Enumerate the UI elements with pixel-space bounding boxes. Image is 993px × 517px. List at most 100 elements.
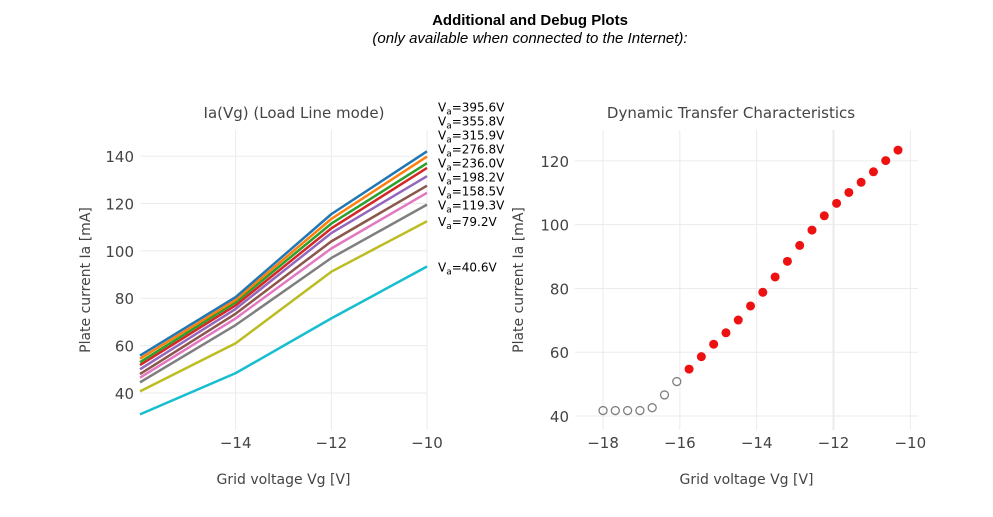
y-tick-label: 80 bbox=[550, 280, 569, 298]
label-prefix: V bbox=[438, 115, 447, 129]
series-label: Va=158.5V bbox=[438, 185, 505, 202]
data-point bbox=[807, 225, 817, 235]
label-prefix: V bbox=[438, 157, 447, 171]
label-subscript: a bbox=[446, 178, 452, 188]
y-tick-label: 80 bbox=[115, 290, 134, 308]
x-tick-label: −18 bbox=[587, 434, 619, 452]
x-tick-label: −14 bbox=[741, 434, 773, 452]
label-prefix: V bbox=[438, 101, 447, 115]
series-label: Va=395.6V bbox=[438, 101, 505, 118]
data-point bbox=[696, 352, 706, 362]
load-line-chart: Ia(Vg) (Load Line mode) 40 60 80 100 120 140 −1… bbox=[78, 101, 505, 488]
x-axis-label: Grid voltage Vg [V] bbox=[679, 472, 813, 488]
data-point bbox=[782, 256, 792, 266]
y-tick-label: 40 bbox=[115, 385, 134, 403]
series-label: Va=198.2V bbox=[438, 171, 505, 188]
series-line bbox=[139, 265, 428, 416]
data-point bbox=[893, 145, 903, 155]
series-label: Va=236.0V bbox=[438, 157, 505, 174]
label-subscript: a bbox=[446, 222, 452, 232]
data-point bbox=[684, 364, 694, 374]
x-tick-label: −16 bbox=[664, 434, 696, 452]
series-label: Va=119.3V bbox=[438, 199, 505, 216]
label-subscript: a bbox=[446, 108, 452, 118]
label-value: =355.8V bbox=[452, 115, 505, 129]
label-value: =198.2V bbox=[452, 171, 505, 185]
label-prefix: V bbox=[438, 185, 447, 199]
y-tick-label: 60 bbox=[550, 344, 569, 362]
label-prefix: V bbox=[438, 129, 447, 143]
label-prefix: V bbox=[438, 199, 447, 213]
label-subscript: a bbox=[446, 122, 452, 132]
data-point bbox=[746, 301, 756, 311]
data-point bbox=[733, 315, 743, 325]
section-subtitle: (only available when connected to the In… bbox=[372, 30, 688, 47]
y-tick-label: 120 bbox=[105, 195, 134, 213]
y-axis-label: Plate current Ia [mA] bbox=[78, 207, 94, 353]
label-subscript: a bbox=[446, 267, 452, 277]
label-value: =276.8V bbox=[452, 143, 505, 157]
x-tick-label: −12 bbox=[316, 434, 348, 452]
data-point bbox=[881, 156, 891, 166]
label-prefix: V bbox=[438, 215, 447, 229]
series-line bbox=[139, 155, 428, 360]
data-point bbox=[844, 187, 854, 197]
label-subscript: a bbox=[446, 150, 452, 160]
label-value: =119.3V bbox=[452, 199, 505, 213]
data-point bbox=[721, 328, 731, 338]
series-line bbox=[139, 150, 428, 357]
series-line bbox=[139, 203, 428, 384]
data-point bbox=[672, 376, 682, 387]
y-axis-label: Plate current Ia [mA] bbox=[511, 207, 527, 353]
data-point bbox=[868, 167, 878, 177]
data-point bbox=[795, 240, 805, 250]
x-axis-label: Grid voltage Vg [V] bbox=[216, 472, 350, 488]
chart-title: Ia(Vg) (Load Line mode) bbox=[204, 104, 385, 122]
data-point bbox=[832, 198, 842, 208]
series-label: Va=276.8V bbox=[438, 143, 505, 160]
y-tick-label: 120 bbox=[540, 153, 569, 171]
section-title: Additional and Debug Plots bbox=[432, 12, 628, 29]
data-point bbox=[598, 405, 608, 416]
y-tick-label: 100 bbox=[105, 243, 134, 261]
label-value: =158.5V bbox=[452, 185, 505, 199]
label-subscript: a bbox=[446, 136, 452, 146]
label-value: =79.2V bbox=[452, 215, 498, 229]
data-point bbox=[622, 405, 633, 416]
data-point bbox=[610, 405, 620, 416]
label-subscript: a bbox=[446, 206, 452, 216]
label-value: =395.6V bbox=[452, 101, 505, 115]
x-tick-label: −10 bbox=[411, 434, 443, 452]
data-point bbox=[647, 403, 657, 413]
series-line bbox=[139, 184, 428, 376]
x-tick-label: −12 bbox=[818, 434, 850, 452]
label-subscript: a bbox=[446, 192, 452, 202]
x-tick-label: −14 bbox=[220, 434, 252, 452]
series-label: Va=79.2V bbox=[438, 215, 498, 232]
data-point bbox=[770, 272, 780, 282]
y-tick-label: 40 bbox=[550, 408, 569, 426]
label-value: =40.6V bbox=[452, 260, 498, 274]
series-line bbox=[139, 220, 428, 393]
data-point bbox=[659, 390, 670, 400]
data-point bbox=[635, 405, 645, 416]
label-value: =236.0V bbox=[452, 157, 505, 171]
label-subscript: a bbox=[446, 164, 452, 174]
label-prefix: V bbox=[438, 260, 447, 274]
series-label: Va=355.8V bbox=[438, 115, 505, 132]
series-line bbox=[139, 162, 428, 364]
chart-title: Dynamic Transfer Characteristics bbox=[607, 104, 855, 122]
data-point bbox=[856, 177, 866, 187]
series-line bbox=[139, 166, 428, 367]
series-label: Va=40.6V bbox=[438, 260, 498, 277]
y-tick-label: 140 bbox=[105, 148, 134, 166]
series-line bbox=[139, 175, 428, 371]
label-prefix: V bbox=[438, 143, 447, 157]
x-tick-label: −10 bbox=[894, 434, 926, 452]
data-point bbox=[819, 211, 829, 221]
label-prefix: V bbox=[438, 171, 447, 185]
y-tick-label: 100 bbox=[540, 217, 569, 235]
data-point bbox=[709, 339, 719, 349]
